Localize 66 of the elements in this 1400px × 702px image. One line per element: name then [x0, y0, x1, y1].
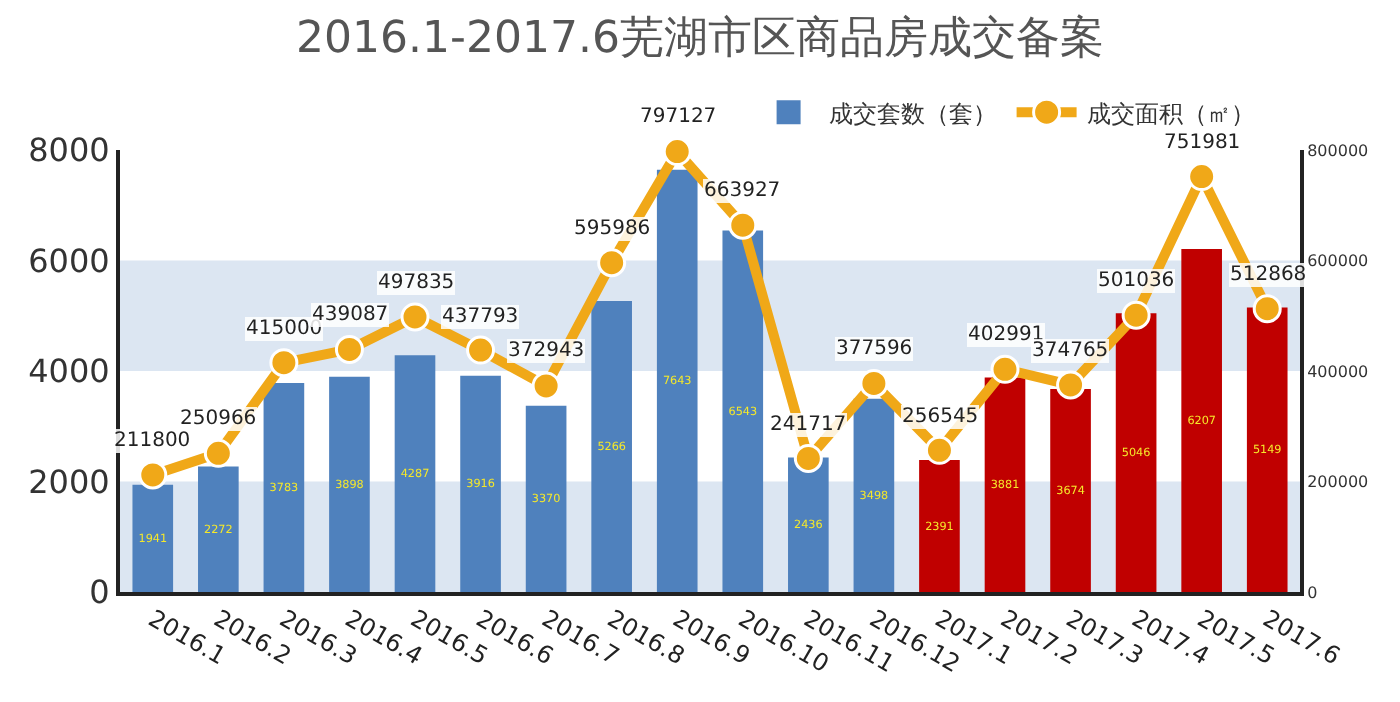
data-label: 595986	[574, 218, 651, 240]
y-tick-label: 4000	[28, 352, 110, 391]
bar	[984, 377, 1026, 592]
data-label: 372943	[508, 340, 585, 362]
y2-tick-label: 800000	[1307, 141, 1369, 160]
y-tick-label: 6000	[28, 241, 110, 280]
data-label: 415000	[246, 318, 323, 340]
point	[1252, 294, 1282, 324]
bar	[525, 405, 567, 592]
bar	[853, 398, 895, 592]
point	[924, 435, 954, 465]
point	[990, 354, 1020, 384]
bar	[1115, 313, 1157, 592]
point	[531, 371, 561, 401]
bar	[132, 484, 174, 592]
bar	[1246, 307, 1288, 592]
point	[203, 438, 233, 468]
point	[334, 334, 364, 364]
bar	[656, 169, 698, 592]
point	[1187, 162, 1217, 192]
bar	[1181, 249, 1222, 592]
point	[597, 248, 627, 278]
legend-label: 成交套数（套）	[828, 99, 997, 128]
legend-label: 成交面积（㎡）	[1086, 99, 1255, 128]
y-tick-label: 2000	[28, 462, 110, 501]
point	[466, 335, 496, 365]
point	[269, 348, 299, 378]
bar	[263, 382, 305, 592]
bar	[198, 466, 239, 592]
data-label: 512868	[1230, 264, 1307, 286]
point	[662, 137, 692, 167]
data-label: 437793	[442, 306, 519, 328]
data-label: 211800	[114, 430, 191, 452]
y2-tick-label: 400000	[1307, 362, 1369, 381]
bar	[788, 457, 829, 592]
y2-tick-label: 200000	[1307, 473, 1369, 492]
data-label: 241717	[770, 414, 847, 436]
data-label: 497835	[378, 272, 455, 294]
data-label: 256545	[902, 406, 979, 428]
point	[793, 443, 823, 473]
point	[400, 302, 430, 332]
data-label: 797127	[640, 106, 717, 128]
point	[1121, 300, 1151, 330]
point	[728, 210, 758, 240]
y2-tick-label: 0	[1307, 583, 1318, 602]
data-label: 439087	[312, 304, 389, 326]
data-label: 501036	[1098, 270, 1175, 292]
data-label: 377596	[836, 338, 913, 360]
bar	[591, 301, 632, 592]
y-tick-label: 8000	[28, 131, 110, 170]
bar	[394, 355, 436, 592]
point	[1056, 370, 1086, 400]
chart-title: 2016.1-2017.6芜湖市区商品房成交备案	[296, 13, 1104, 64]
y-tick-label: 0	[89, 573, 110, 612]
point	[138, 460, 168, 490]
bar	[919, 459, 960, 592]
bar	[1050, 389, 1091, 592]
point	[859, 368, 889, 398]
data-label: 751981	[1164, 132, 1241, 154]
data-label: 663927	[704, 180, 781, 202]
y2-tick-label: 600000	[1307, 252, 1369, 271]
data-label: 250966	[180, 408, 257, 430]
bar	[329, 376, 370, 592]
bar	[460, 375, 501, 592]
data-label: 374765	[1032, 340, 1109, 362]
bar	[722, 230, 764, 592]
